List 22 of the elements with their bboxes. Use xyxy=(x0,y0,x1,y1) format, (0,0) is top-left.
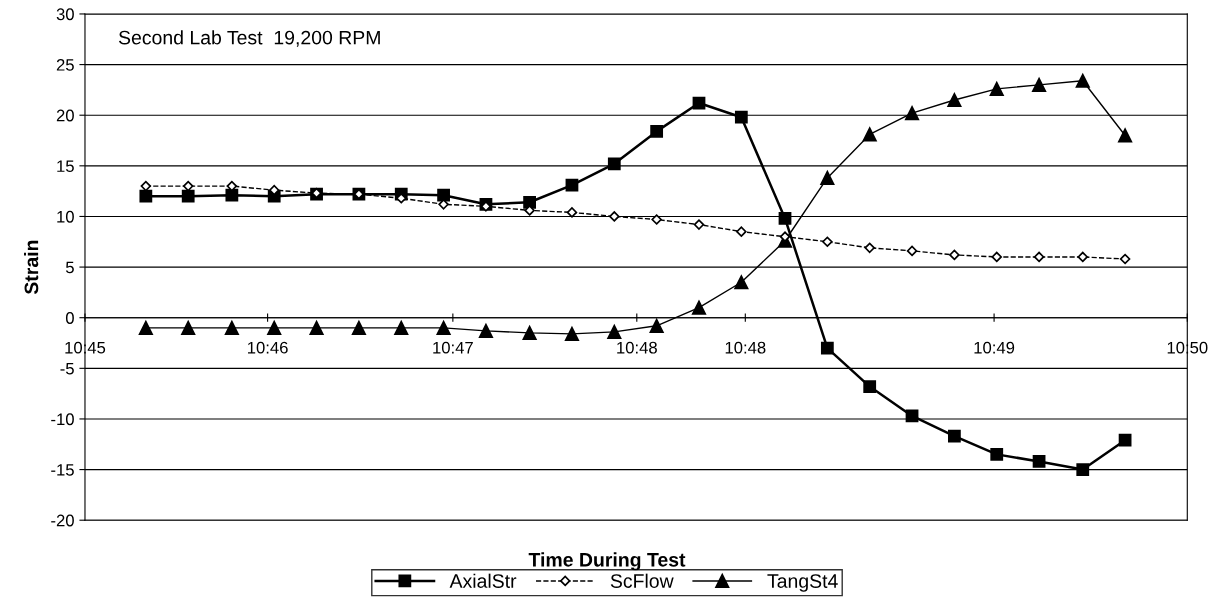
y-tick-label: 20 xyxy=(56,109,74,122)
y-tick-label: 5 xyxy=(65,261,74,274)
y-axis-title: Strain xyxy=(24,240,39,295)
y-tick-label: -10 xyxy=(51,413,74,426)
x-tick-label: 10:47 xyxy=(433,341,473,354)
legend-label: TangSt4 xyxy=(767,574,838,592)
y-tick-label: 10 xyxy=(57,210,74,223)
x-tick-label: 10:49 xyxy=(974,341,1015,354)
y-tick-label: 30 xyxy=(56,8,74,21)
y-tick-label: -5 xyxy=(60,362,74,375)
y-tick-label: 15 xyxy=(57,160,74,173)
x-tick-label: 10:46 xyxy=(248,341,288,354)
y-tick-label: 25 xyxy=(56,58,74,71)
x-axis-title: Time During Test xyxy=(528,552,686,571)
y-tick-label: -15 xyxy=(51,464,74,476)
x-tick-label: 10:48 xyxy=(617,341,657,354)
legend-label: AxialStr xyxy=(449,573,517,588)
legend-label: ScFlow xyxy=(610,573,674,588)
x-tick-label: 10:48 xyxy=(725,341,766,354)
annotation: Second Lab Test 19,200 RPM xyxy=(118,30,380,47)
y-tick-label: -20 xyxy=(51,514,74,527)
y-tick-label: 0 xyxy=(65,312,74,324)
